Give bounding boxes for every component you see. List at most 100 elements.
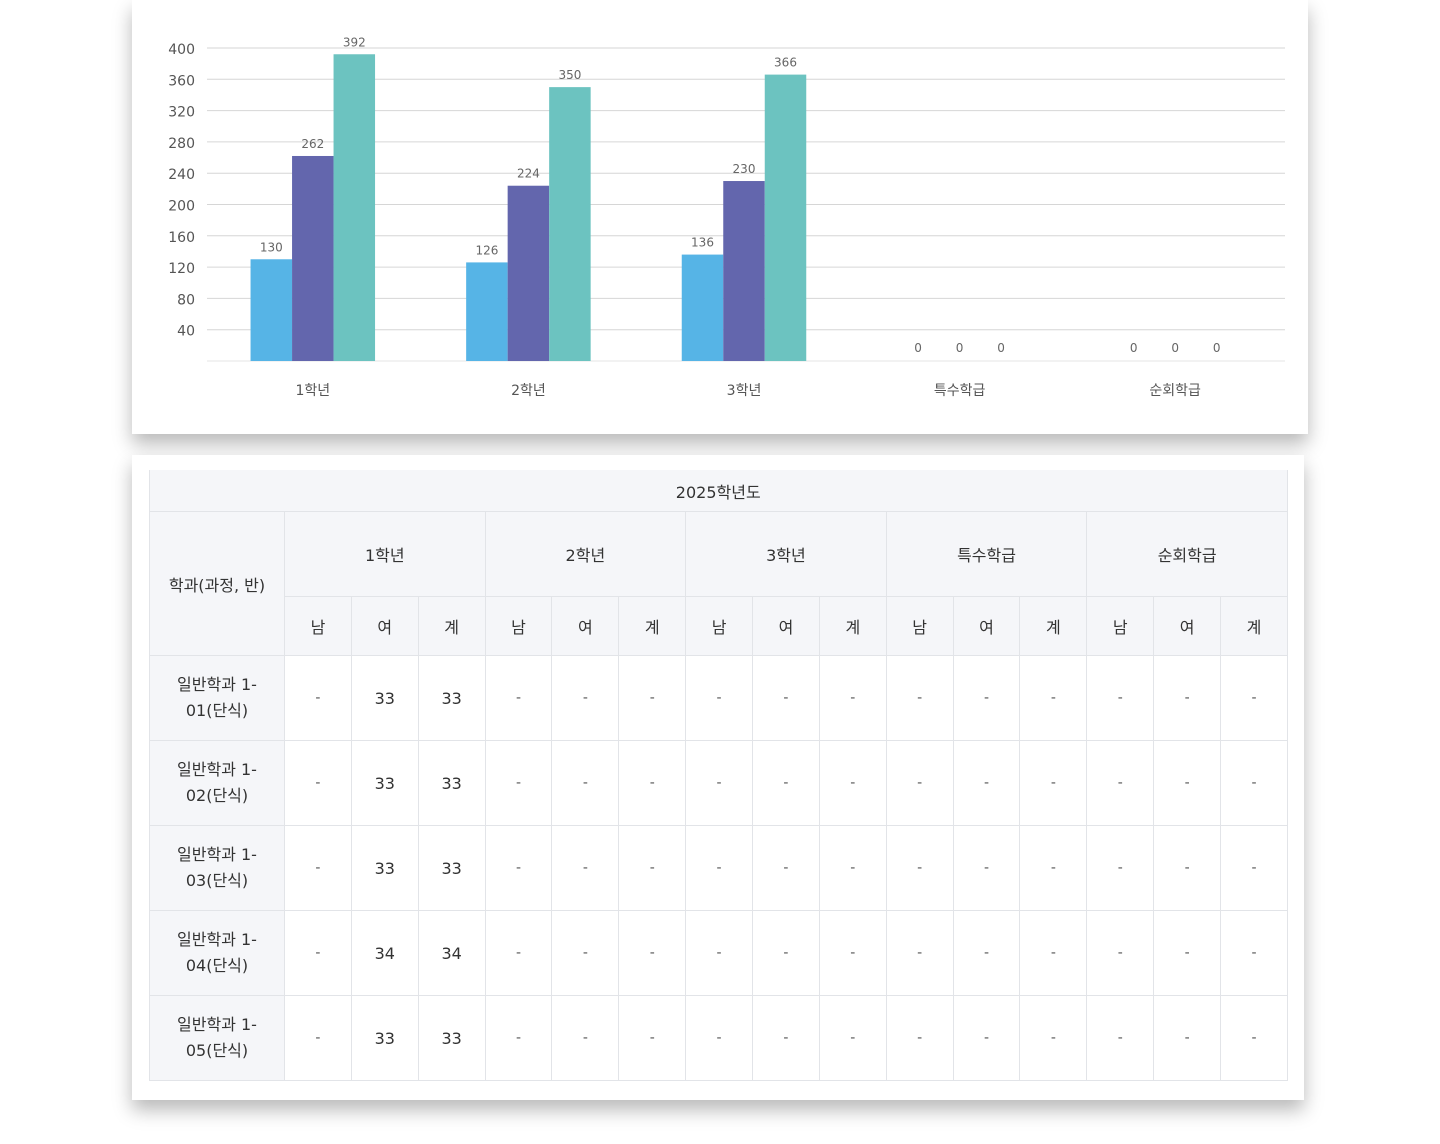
table-cell: - xyxy=(818,655,887,741)
table-cell: - xyxy=(618,655,687,741)
rowhead-header: 학과(과정, 반) xyxy=(149,511,285,656)
table-cell: - xyxy=(1220,910,1288,996)
gender-header: 여 xyxy=(752,596,820,656)
bar xyxy=(681,254,724,361)
bar xyxy=(507,185,550,361)
x-tick-label: 특수학급 xyxy=(934,383,986,399)
class-name: 일반학과 1-01(단식) xyxy=(149,655,285,741)
data-label: 230 xyxy=(733,162,756,176)
grade-header: 2학년 xyxy=(484,511,687,597)
table-cell: - xyxy=(952,910,1021,996)
year-header: 2025학년도 xyxy=(284,470,1288,512)
table-cell: 33 xyxy=(350,740,419,826)
table-cell: - xyxy=(818,825,887,911)
gender-header: 계 xyxy=(618,596,687,656)
gender-header: 남 xyxy=(284,596,352,656)
table-cell: - xyxy=(1019,995,1088,1081)
table-card: 2025학년도 학과(과정, 반) 1학년 2학년 3학년 특수학급 순회학급 남 여 계 남 여 계 남… xyxy=(132,455,1304,1100)
table-cell: - xyxy=(1153,740,1222,826)
y-tick-label: 160 xyxy=(168,230,195,246)
data-label: 262 xyxy=(301,137,324,151)
data-label: 0 xyxy=(956,341,964,355)
table-cell: - xyxy=(484,995,553,1081)
table-cell: - xyxy=(1019,910,1088,996)
grade-header: 3학년 xyxy=(685,511,887,597)
table-cell: - xyxy=(284,995,352,1081)
table-cell: - xyxy=(484,740,553,826)
table-cell: - xyxy=(1153,655,1222,741)
table-cell: - xyxy=(1086,740,1155,826)
y-tick-label: 240 xyxy=(168,167,195,183)
table-cell: - xyxy=(952,995,1021,1081)
gender-header: 계 xyxy=(1019,596,1088,656)
y-tick-label: 200 xyxy=(168,199,195,215)
gender-header: 계 xyxy=(1220,596,1288,656)
chart-card: 40 80 120 160 200 240 280 320 360 400 1학년 130 262 392… xyxy=(132,0,1308,434)
table-cell: - xyxy=(1086,825,1155,911)
data-label: 126 xyxy=(475,243,498,257)
table-cell: 33 xyxy=(350,655,419,741)
table-cell: - xyxy=(284,740,352,826)
bar xyxy=(250,259,293,361)
gender-header: 남 xyxy=(885,596,954,656)
table-cell: 33 xyxy=(417,825,486,911)
bar xyxy=(723,181,765,361)
y-tick-label: 280 xyxy=(168,136,195,152)
table-cell: - xyxy=(885,740,954,826)
table-cell: - xyxy=(752,740,820,826)
table-cell: - xyxy=(1019,825,1088,911)
table-cell: - xyxy=(885,825,954,911)
table-row: 일반학과 1-02(단식) -33 33- - - - - - - - - - - - xyxy=(149,740,1288,826)
table-row: 일반학과 1-03(단식) -33 33- - - - - - - - - - - - xyxy=(149,825,1288,911)
y-tick-label: 400 xyxy=(168,42,195,58)
table-cell: 33 xyxy=(417,655,486,741)
table-cell: - xyxy=(551,740,620,826)
x-tick-label: 3학년 xyxy=(727,383,762,399)
y-tick-label: 320 xyxy=(168,105,195,121)
class-name: 일반학과 1-05(단식) xyxy=(149,995,285,1081)
gender-header: 여 xyxy=(350,596,419,656)
year-spacer xyxy=(149,470,285,512)
table-cell: - xyxy=(752,655,820,741)
table-cell: - xyxy=(484,825,553,911)
class-name: 일반학과 1-02(단식) xyxy=(149,740,285,826)
table-cell: - xyxy=(952,825,1021,911)
data-label: 0 xyxy=(1213,341,1221,355)
table-cell: - xyxy=(284,825,352,911)
x-tick-label: 2학년 xyxy=(511,383,546,399)
grade-header: 특수학급 xyxy=(885,511,1088,597)
data-label: 366 xyxy=(774,56,797,70)
data-label: 350 xyxy=(558,68,581,82)
table-cell: 34 xyxy=(417,910,486,996)
table-cell: - xyxy=(618,825,687,911)
table-cell: - xyxy=(685,995,754,1081)
table-cell: - xyxy=(551,910,620,996)
table-cell: 33 xyxy=(350,995,419,1081)
table-cell: - xyxy=(551,995,620,1081)
table-cell: - xyxy=(1220,740,1288,826)
table-cell: - xyxy=(1086,910,1155,996)
gender-header: 남 xyxy=(1086,596,1155,656)
y-tick-label: 120 xyxy=(168,261,195,277)
table-cell: - xyxy=(284,910,352,996)
gender-header: 남 xyxy=(484,596,553,656)
table-row: 일반학과 1-01(단식) -33 33- - - - - - - - - - - - xyxy=(149,655,1288,741)
bar xyxy=(549,87,591,361)
table-cell: - xyxy=(1153,825,1222,911)
class-name: 일반학과 1-04(단식) xyxy=(149,910,285,996)
table-cell: - xyxy=(685,825,754,911)
gender-header: 여 xyxy=(551,596,620,656)
data-label: 130 xyxy=(260,240,283,254)
gender-header: 여 xyxy=(952,596,1021,656)
table-cell: - xyxy=(1220,995,1288,1081)
table-cell: - xyxy=(1220,825,1288,911)
enrollment-table: 2025학년도 학과(과정, 반) 1학년 2학년 3학년 특수학급 순회학급 남 여 계 남 여 계 남… xyxy=(149,470,1288,1081)
table-cell: - xyxy=(551,825,620,911)
y-tick-label: 360 xyxy=(168,73,195,89)
table-cell: - xyxy=(1019,740,1088,826)
table-cell: - xyxy=(1019,655,1088,741)
gender-header: 계 xyxy=(417,596,486,656)
data-label: 0 xyxy=(1130,341,1138,355)
bar xyxy=(333,54,376,361)
table-cell: - xyxy=(618,995,687,1081)
